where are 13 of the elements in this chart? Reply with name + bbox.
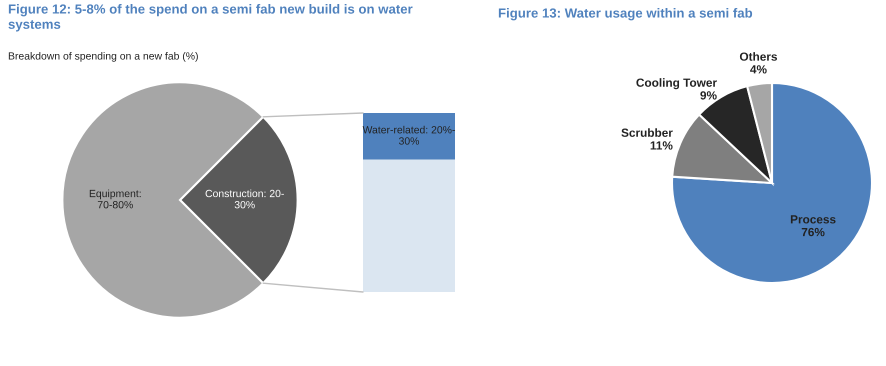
chart-subtitle: Breakdown of spending on a new fab (%) xyxy=(8,52,198,62)
slice-label: Scrubber xyxy=(621,128,673,137)
data-label: 4% xyxy=(750,65,767,74)
slice-label: Process xyxy=(790,215,836,224)
slice-label: Cooling Tower xyxy=(636,78,717,90)
slice-label: Construction: 20- 30% xyxy=(206,190,284,208)
slice-label: Others xyxy=(740,52,778,61)
slice-label: Equipment: 70-80% xyxy=(90,190,141,208)
data-label: 9% xyxy=(700,91,717,100)
data-label: 76% xyxy=(802,228,825,236)
data-label: 11% xyxy=(650,141,673,150)
chart-title: Figure 13: Water usage within a semi fab xyxy=(498,8,752,20)
chart-title: Figure 12: 5-8% of the spend on a semi fab new build is on water systems xyxy=(8,4,412,32)
